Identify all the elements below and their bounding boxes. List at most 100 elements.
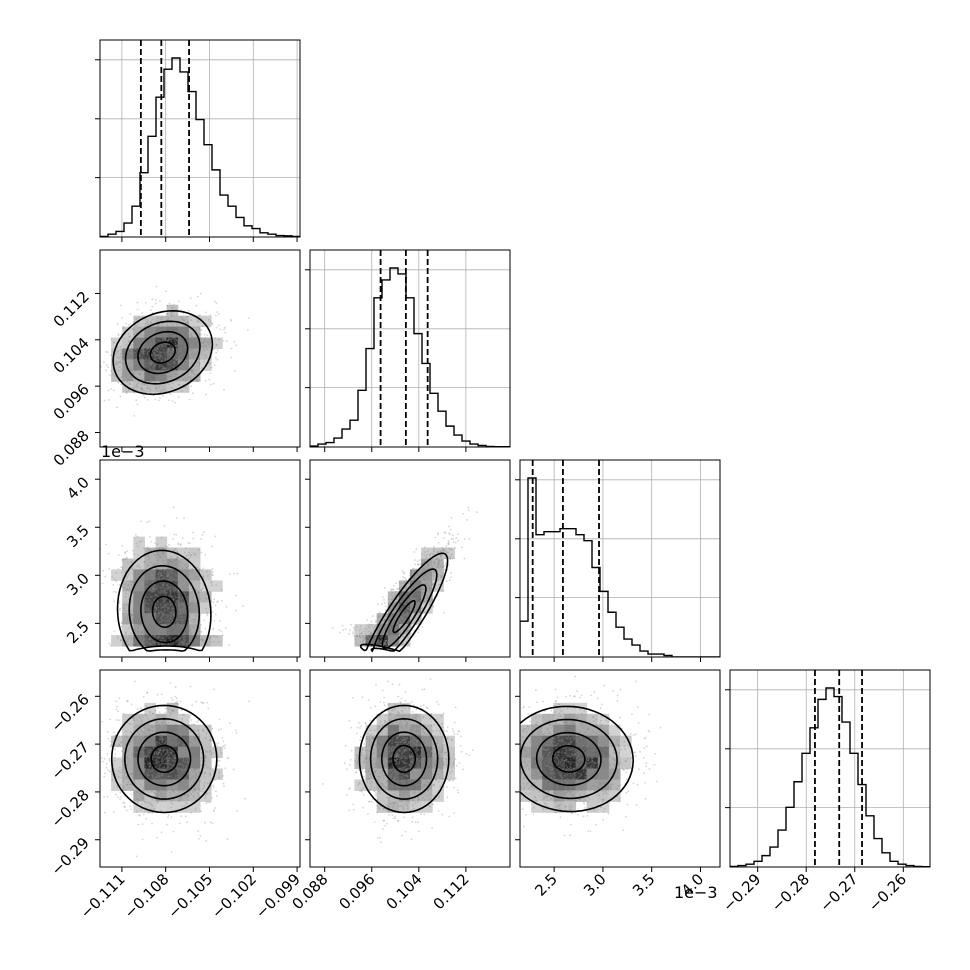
scatter-point: [172, 351, 175, 354]
scatter-point: [172, 370, 174, 373]
hist-inner: [730, 670, 930, 867]
scatter-point: [163, 590, 165, 593]
scatter-point: [187, 771, 190, 774]
scatter-point: [133, 762, 136, 765]
scatter-point: [146, 351, 149, 353]
scatter-point: [147, 639, 150, 641]
scatter-point: [419, 563, 422, 566]
scatter-point: [170, 751, 173, 754]
scatter-point: [222, 340, 225, 342]
scatter-point: [348, 632, 351, 635]
scatter-point: [159, 300, 161, 302]
scatter-point: [189, 570, 191, 573]
scatter-point: [416, 597, 419, 600]
scatter-point: [177, 627, 180, 630]
scatter-point: [127, 758, 130, 761]
scatter-point: [143, 639, 146, 642]
scatter-point: [400, 591, 403, 593]
scatter-point: [180, 352, 183, 355]
scatter-point: [143, 346, 146, 349]
scatter-point: [213, 364, 216, 366]
scatter-point: [156, 347, 159, 349]
scatter-point: [126, 783, 128, 786]
scatter-point: [114, 734, 117, 737]
scatter-point: [160, 753, 163, 756]
scatter-point: [148, 774, 150, 777]
scatter-point: [165, 290, 167, 293]
scatter-point: [396, 605, 399, 608]
scatter-point: [128, 351, 130, 354]
scatter-point: [190, 334, 192, 337]
scatter-point: [172, 382, 174, 385]
scatter-point: [131, 772, 133, 775]
scatter-point: [144, 598, 146, 601]
scatter-point: [437, 562, 440, 565]
scatter-point: [187, 762, 190, 765]
scatter-point: [166, 324, 168, 327]
scatter-point: [177, 368, 180, 371]
scatter-point: [402, 629, 404, 631]
scatter-point: [138, 610, 140, 612]
scatter-point: [155, 579, 157, 582]
scatter-point: [379, 640, 382, 643]
scatter-point: [142, 639, 145, 642]
scatter-point: [138, 732, 141, 735]
scatter-point: [389, 629, 392, 631]
scatter-point: [180, 616, 183, 619]
scatter-point: [165, 343, 168, 346]
scatter-point: [135, 337, 138, 340]
scatter-point: [182, 742, 184, 745]
scatter-point: [182, 611, 185, 614]
scatter-point: [405, 612, 408, 615]
scatter-point: [150, 611, 153, 614]
density-cell: [188, 547, 201, 559]
scatter-point: [173, 533, 176, 536]
scatter-point: [157, 635, 160, 637]
scatter-point: [394, 593, 397, 596]
scatter-point: [185, 333, 188, 336]
scatter-point: [410, 586, 413, 589]
scatter-point: [163, 367, 165, 369]
density-cell: [200, 602, 212, 614]
scatter-point: [131, 560, 134, 563]
scatter-point: [113, 341, 115, 344]
scatter-point: [146, 756, 148, 758]
scatter-point: [143, 621, 145, 623]
scatter-point: [201, 325, 204, 327]
scatter-point: [175, 364, 177, 367]
scatter-point: [435, 567, 438, 569]
scatter-point: [203, 531, 205, 534]
scatter-point: [159, 639, 162, 641]
scatter-point: [386, 641, 389, 644]
scatter-point: [451, 557, 454, 560]
scatter-point: [140, 596, 143, 598]
scatter-point: [181, 364, 184, 367]
scatter-point: [468, 509, 470, 512]
scatter-point: [175, 603, 177, 606]
scatter-point: [151, 361, 153, 364]
scatter-point: [152, 379, 155, 382]
scatter-point: [187, 570, 190, 573]
scatter-point: [167, 570, 169, 573]
scatter-point: [157, 340, 160, 343]
scatter-point: [194, 763, 197, 766]
scatter-point: [144, 361, 147, 364]
scatter-point: [151, 337, 154, 339]
scatter-point: [131, 614, 134, 616]
scatter-point: [199, 333, 201, 336]
scatter-point: [190, 332, 193, 335]
scatter-point: [170, 578, 172, 581]
density-cell: [111, 735, 123, 748]
scatter-point: [160, 572, 163, 575]
scatter-point: [125, 322, 128, 325]
scatter-point: [156, 348, 159, 351]
scatter-point: [152, 630, 154, 632]
scatter-point: [155, 758, 158, 761]
scatter-point: [146, 322, 148, 325]
scatter-point: [135, 357, 138, 360]
scatter-point: [416, 591, 418, 594]
scatter-point: [405, 586, 408, 589]
scatter-point: [161, 536, 163, 539]
scatter-point: [166, 585, 169, 588]
scatter-point: [430, 590, 432, 592]
